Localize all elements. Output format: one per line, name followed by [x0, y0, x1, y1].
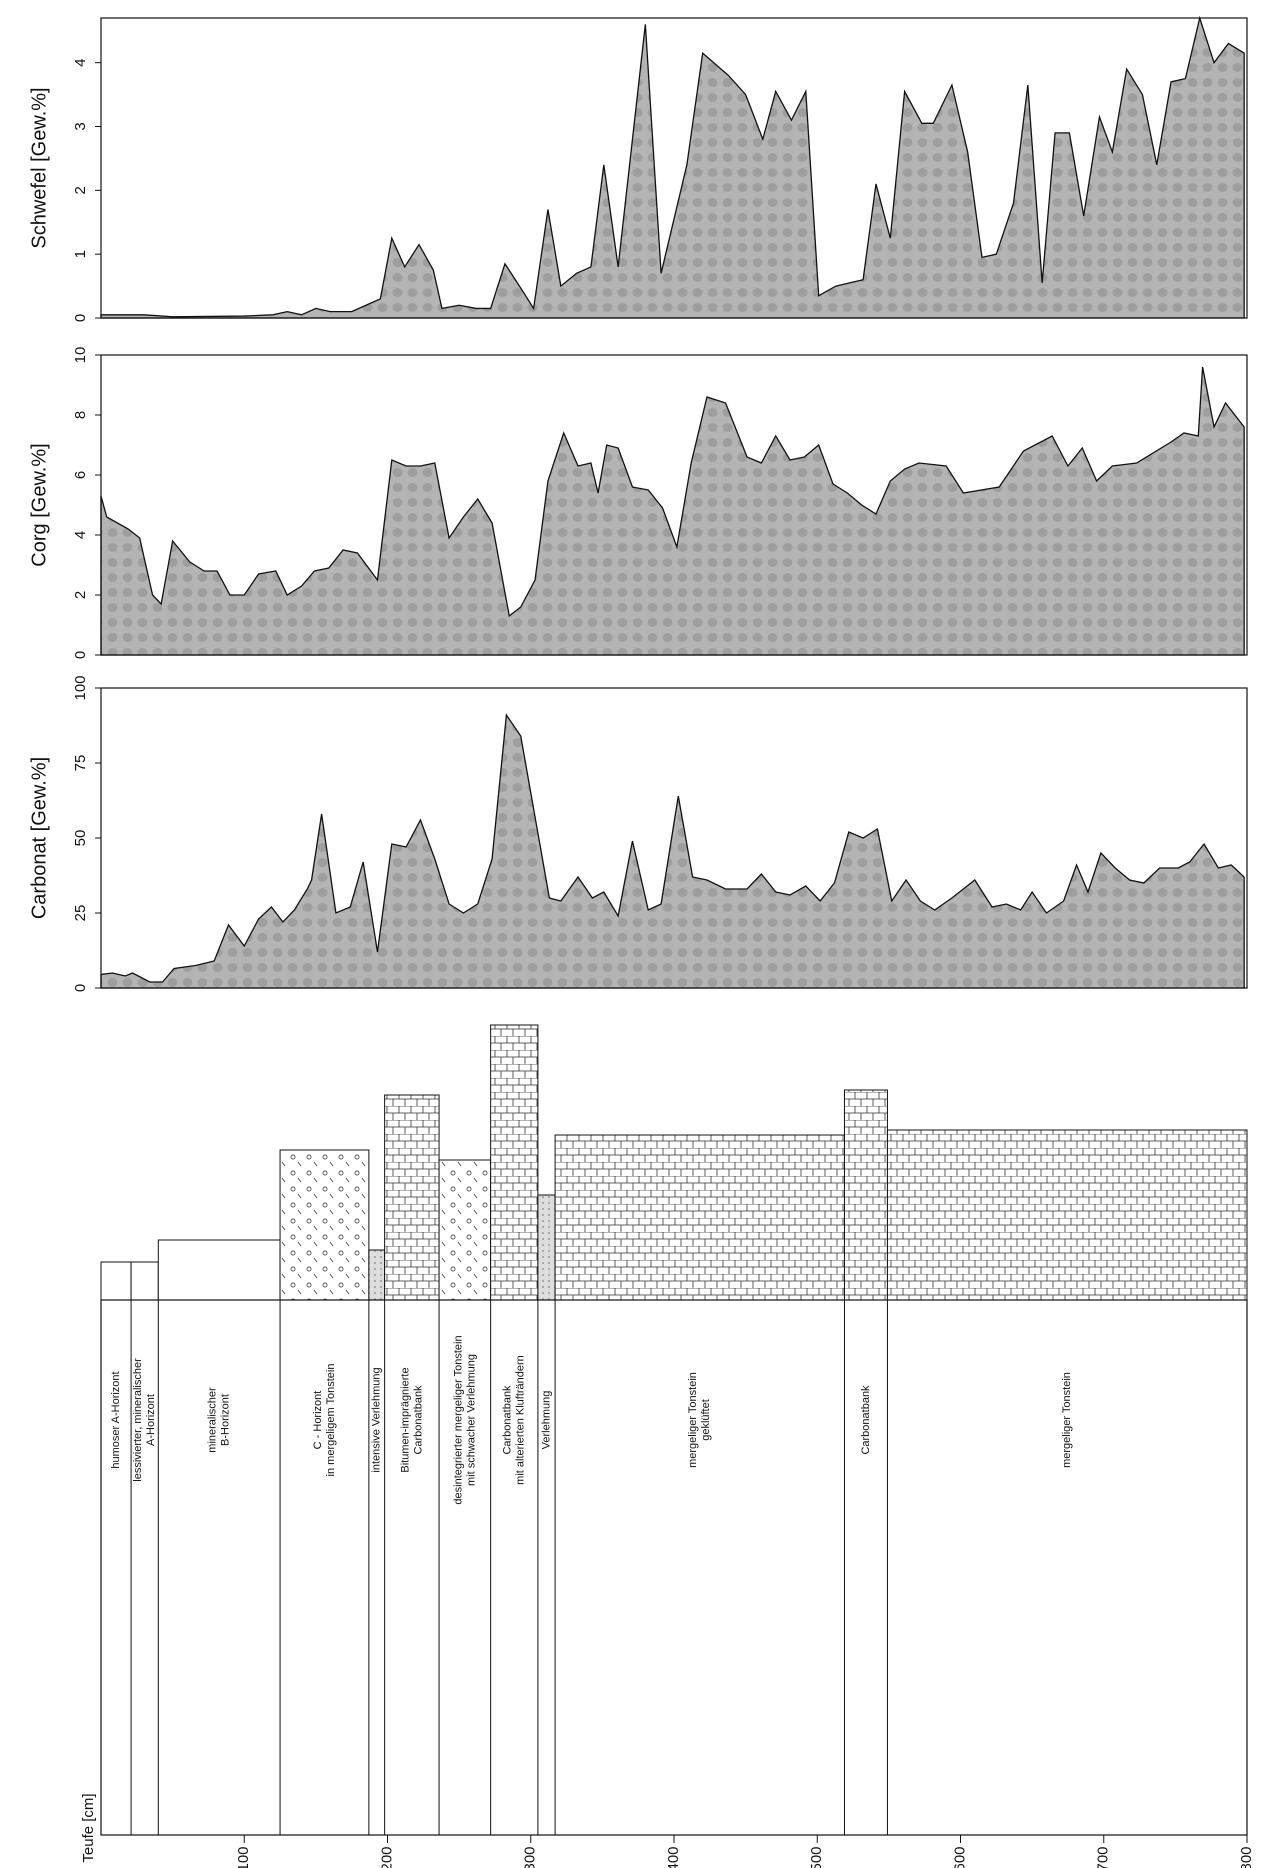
unit-label: Bitumen-imprägnierte [399, 1367, 411, 1472]
plot-frame [100, 17, 1248, 319]
x-tick-label: 700 [1095, 1846, 1112, 1868]
profile-block [843, 1089, 888, 1301]
y-axis-label: Schwefel [Gew.%] [28, 87, 50, 248]
unit-label: A-Horizont [145, 1394, 157, 1446]
profile-block [537, 1194, 556, 1301]
x-tick-label: 800 [1238, 1846, 1255, 1868]
y-tick-label: 4 [72, 59, 89, 67]
y-tick-label: 0 [72, 651, 89, 659]
profile-block [368, 1249, 386, 1301]
x-tick-label: 400 [665, 1846, 682, 1868]
profile-block [279, 1149, 370, 1301]
unit-label: mit alterierten Klufträndern [515, 1355, 527, 1485]
unit-label: humoser A-Horizont [110, 1371, 122, 1468]
x-axis-label: Teufe [cm] [80, 1793, 97, 1862]
x-tick-label: 300 [522, 1846, 539, 1868]
y-tick-label: 6 [72, 471, 89, 479]
x-tick-label: 200 [378, 1846, 395, 1868]
profile-block [886, 1129, 1248, 1301]
unit-label: in mergeligem Tonstein [325, 1364, 337, 1477]
y-tick-label: 3 [72, 122, 89, 130]
unit-label: Carbonatbank [502, 1385, 514, 1455]
x-tick-label: 500 [808, 1846, 825, 1868]
profile-block [100, 1261, 132, 1301]
unit-label: C - Horizont [312, 1391, 324, 1450]
profile-block [490, 1024, 539, 1301]
profile-block [157, 1239, 281, 1301]
unit-label: Verlehmung [540, 1391, 552, 1450]
unit-label: intensive Verlehmung [371, 1367, 383, 1472]
profile-block [554, 1134, 845, 1301]
y-tick-label: 8 [72, 411, 89, 419]
y-tick-label: 100 [72, 675, 89, 700]
y-tick-label: 25 [72, 905, 89, 922]
y-tick-label: 2 [72, 591, 89, 599]
area [100, 15, 1245, 319]
area [100, 366, 1245, 656]
x-tick-label: 600 [951, 1846, 968, 1868]
unit-label: mergeliger Tonstein [687, 1372, 699, 1468]
y-axis-label: Corg [Gew.%] [28, 443, 50, 566]
unit-label: B-Horizont [220, 1394, 232, 1446]
unit-table-frame [100, 1299, 1248, 1836]
y-axis-label: Carbonat [Gew.%] [28, 757, 50, 919]
y-tick-label: 4 [72, 531, 89, 539]
y-tick-label: 1 [72, 250, 89, 258]
unit-label: Carbonatbank [412, 1385, 424, 1455]
profile-block [130, 1261, 159, 1301]
unit-label: geklüftet [700, 1399, 712, 1441]
unit-label: lessivierter, mineralischer [132, 1358, 144, 1482]
y-tick-label: 50 [72, 830, 89, 847]
plot-frame [100, 354, 1248, 656]
area [100, 713, 1245, 989]
unit-label: mergeliger Tonstein [1061, 1372, 1073, 1468]
y-tick-label: 0 [72, 314, 89, 322]
profile-block [438, 1159, 492, 1301]
y-tick-label: 10 [72, 347, 89, 364]
unit-label: mineralischer [207, 1387, 219, 1453]
unit-label: Carbonatbank [860, 1385, 872, 1455]
profile-block [384, 1094, 440, 1301]
y-tick-label: 2 [72, 186, 89, 194]
y-tick-label: 75 [72, 755, 89, 772]
y-tick-label: 0 [72, 984, 89, 992]
x-tick-label: 100 [235, 1846, 252, 1868]
unit-label: mit schwacher Verlehmung [465, 1354, 477, 1486]
unit-label: desintegrierter mergeliger Tonstein [452, 1335, 464, 1504]
